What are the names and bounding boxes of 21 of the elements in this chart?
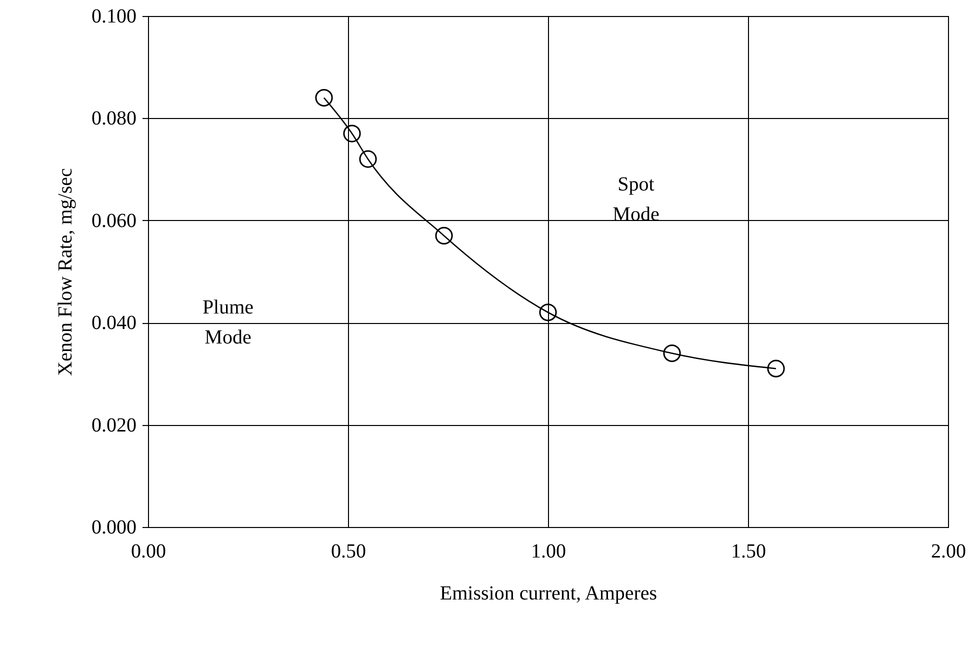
x-tick-label: 1.50 <box>731 540 766 562</box>
x-tick-label: 0.00 <box>131 540 166 562</box>
y-tick-label: 0.040 <box>92 312 136 334</box>
point <box>767 360 785 378</box>
x-axis-title: Emission current, Amperes <box>440 582 658 604</box>
y-tick-label: 0.060 <box>92 210 136 232</box>
y-tick-label: 0.100 <box>92 6 136 28</box>
point <box>315 88 333 107</box>
x-tick-label: 1.00 <box>531 540 566 562</box>
point <box>359 150 377 168</box>
y-tick-label: 0.000 <box>92 516 136 538</box>
annotation: Plume Mode <box>202 296 254 348</box>
y-axis-title: Xenon Flow Rate, mg/sec <box>54 168 76 376</box>
point <box>343 124 361 142</box>
x-tick-label: 0.50 <box>331 540 366 562</box>
point <box>539 304 557 322</box>
y-tick-label: 0.020 <box>92 414 136 436</box>
y-tick-label: 0.080 <box>92 108 136 130</box>
point <box>435 226 453 245</box>
x-tick-label: 2.00 <box>931 540 966 562</box>
point <box>663 344 681 362</box>
